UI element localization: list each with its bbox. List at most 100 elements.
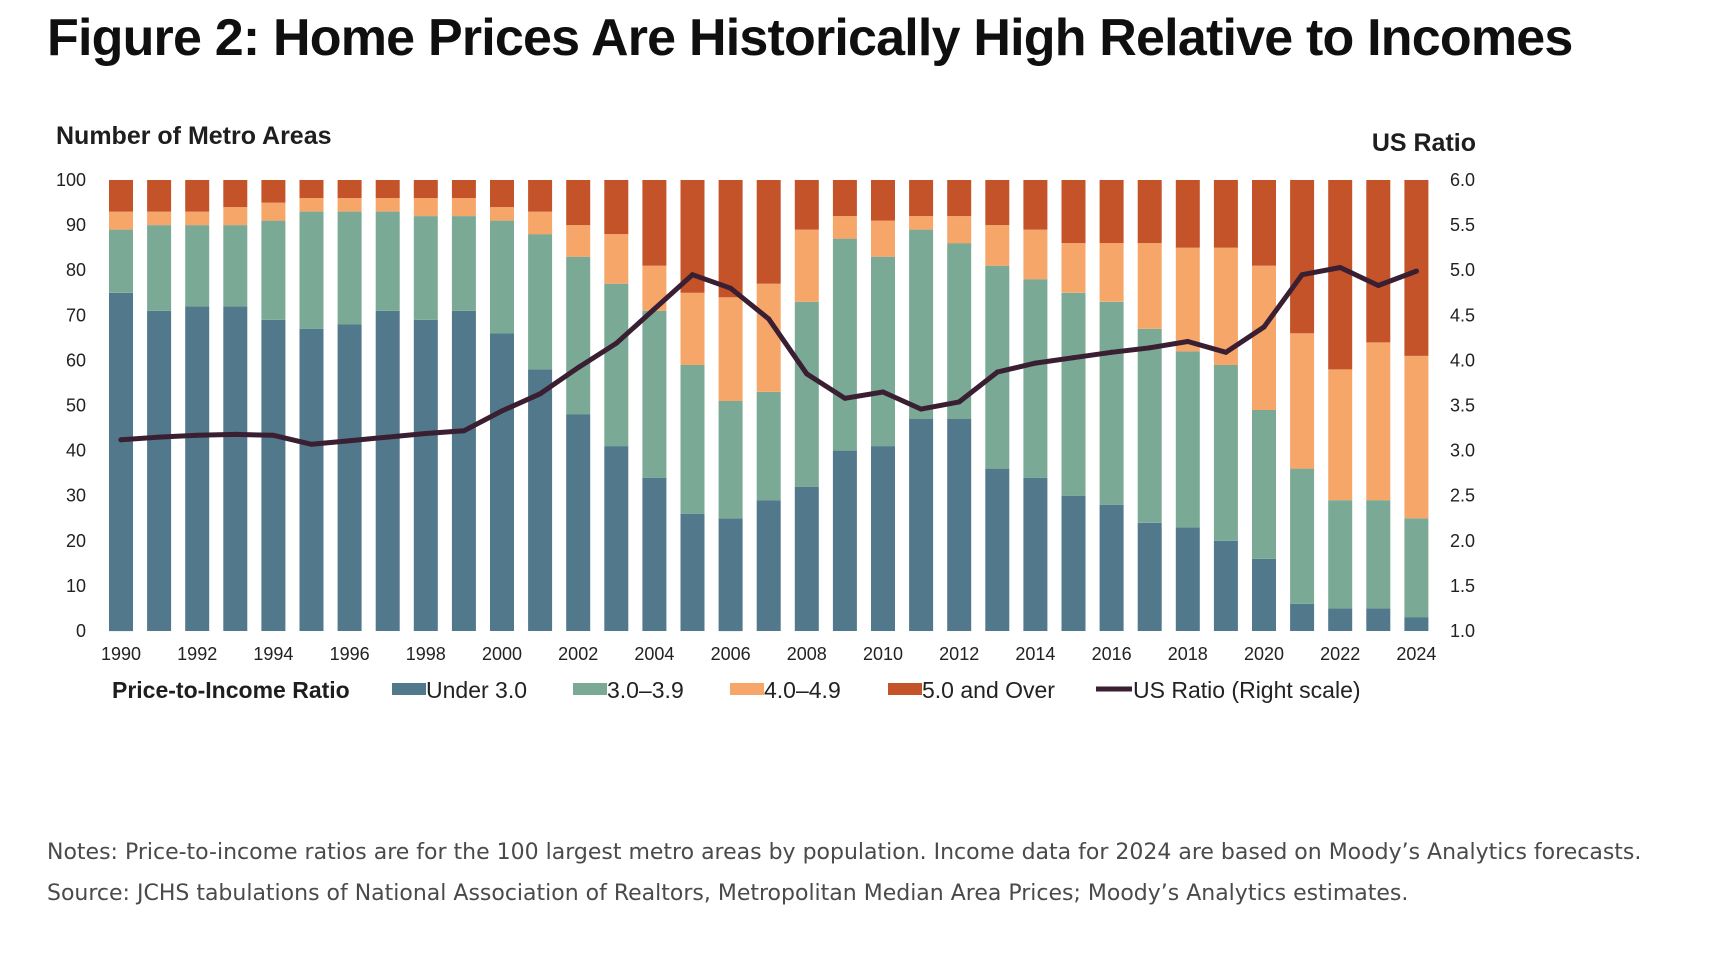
bar-segment [566,256,591,415]
bar-segment [1404,617,1429,631]
bar-segment [490,220,514,334]
bar-segment [337,198,362,212]
bar-segment [1137,522,1162,631]
us-ratio-point [918,406,924,412]
bar-segment [1366,500,1391,609]
us-ratio-point [1375,283,1381,288]
legend-swatch [573,683,607,695]
y-tick-label: 20 [66,531,86,551]
bar-segment [794,180,819,230]
y-tick-label: 100 [56,170,86,190]
bar-segment [871,180,895,221]
bar-segment [566,225,591,257]
bar-segment [223,207,248,226]
bar-segment [1175,247,1200,352]
bar-segment [1290,180,1315,334]
us-ratio-line-group [118,265,1419,447]
y2-tick-label: 1.0 [1450,621,1475,641]
bar-segment [985,265,1010,469]
us-ratio-point [537,391,543,397]
legend-label: 3.0–3.9 [607,677,684,703]
bar-segment [604,283,629,447]
us-ratio-point [1185,339,1191,344]
us-ratio-point [1299,272,1305,278]
x-tick-label: 2002 [558,644,598,664]
bar-segment [1366,608,1391,631]
y-tick-label: 70 [66,305,86,325]
bar-segment [375,198,400,212]
bar-segment [1023,180,1048,230]
bar-segment [1061,180,1086,244]
us-ratio-point [1147,345,1153,351]
us-ratio-point [156,434,162,440]
bar-segment [1023,229,1048,280]
bar-segment [1252,180,1276,266]
us-ratio-point [385,434,391,440]
bar-segment [1252,410,1276,559]
y2-tick-label: 1.5 [1450,576,1475,596]
bar-segment [985,468,1010,631]
legend-swatch [888,683,922,695]
bar-segment [718,180,743,298]
bar-segment [147,225,172,311]
y-tick-label: 50 [66,396,86,416]
bar-segment [490,333,514,631]
bar-segment [1175,351,1200,528]
us-ratio-point [956,399,962,405]
us-ratio-point [194,432,200,438]
us-ratio-point [1109,349,1115,355]
us-ratio-point [499,408,505,414]
bar-segment [794,486,819,631]
bar-segment [1137,243,1162,329]
bar-segment [718,401,743,519]
bar-segment [375,180,400,198]
x-tick-label: 2022 [1320,644,1360,664]
y2-tick-label: 4.5 [1450,305,1475,325]
us-ratio-point [347,438,353,444]
us-ratio-point [575,365,581,371]
bar-segment [223,180,248,208]
us-ratio-point [728,285,734,291]
bar-segment [109,292,133,632]
legend-label: 5.0 and Over [922,677,1055,703]
us-ratio-point [1261,324,1267,330]
bar-segment [909,419,934,631]
y-tick-label: 90 [66,215,86,235]
bar-segment [337,180,362,198]
x-tick-label: 1994 [253,644,293,664]
y2-tick-label: 2.5 [1450,486,1475,506]
figure-title: Figure 2: Home Prices Are Historically H… [47,9,1573,67]
us-ratio-point [690,272,695,278]
bar-segment [337,324,362,631]
x-tick-label: 2006 [711,644,751,664]
bar-segment [604,180,629,235]
bar-segment [1023,477,1048,631]
bar-segment [451,310,476,631]
y-axis-ticks: 0 10 20 30 40 50 60 70 80 90 100 [56,170,86,641]
bar-segment [1213,540,1238,631]
bar-segment [1175,180,1200,248]
us-ratio-point [880,389,886,395]
us-ratio-point [1413,268,1419,274]
bar-segment [566,180,591,226]
bar-segment [223,306,248,631]
bar-segment [1290,603,1315,631]
y-tick-label: 0 [76,621,86,641]
y2-axis-ticks: 1.0 1.5 2.0 2.5 3.0 3.5 4.0 4.5 5.0 5.5 6.0 [1450,170,1475,641]
bar-group [109,180,1429,632]
bar-segment [642,310,667,478]
bar-segment [832,450,857,631]
bar-segment [642,180,667,266]
bar-segment [1137,328,1162,523]
us-ratio-point [1071,355,1076,361]
bar-segment [109,229,133,293]
bar-segment [375,310,400,631]
y-tick-label: 60 [66,350,86,370]
us-ratio-point [423,431,429,436]
bar-segment [299,198,324,212]
bar-segment [756,180,781,284]
bar-segment [528,234,553,370]
y2-tick-label: 5.0 [1450,260,1475,280]
us-ratio-point [842,395,848,401]
bar-segment [871,446,895,631]
